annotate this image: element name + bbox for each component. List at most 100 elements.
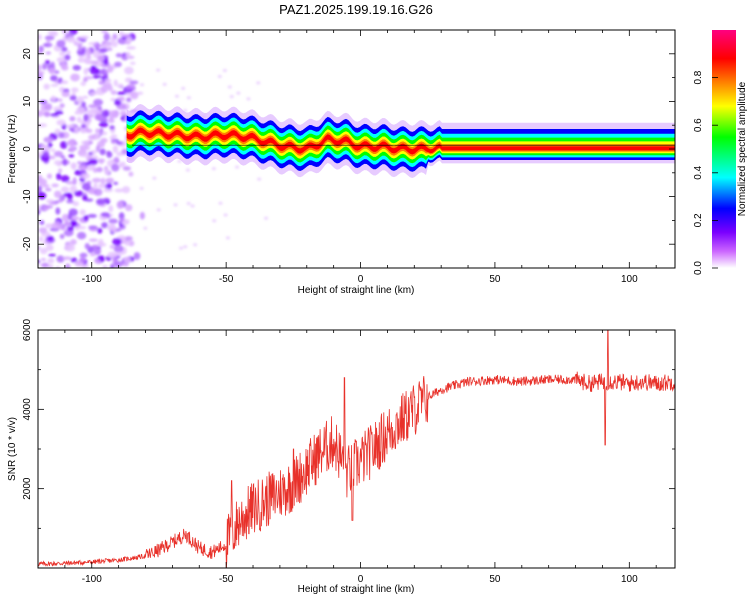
noise-blob: [61, 46, 68, 52]
noise-blob: [46, 173, 53, 179]
spectrogram-y-tick-label: -10: [22, 189, 33, 204]
noise-blob: [50, 75, 58, 82]
noise-blob: [116, 91, 127, 96]
noise-blob: [97, 105, 102, 111]
noise-blob: [112, 238, 122, 246]
noise-blob: [103, 69, 109, 74]
noise-blob: [80, 81, 87, 87]
noise-blob: [46, 236, 54, 242]
noise-blob: [104, 78, 112, 84]
noise-blob: [66, 50, 71, 55]
noise-blob: [103, 188, 114, 193]
noise-blob: [77, 44, 82, 52]
spectrogram-x-tick-label: 0: [358, 274, 364, 285]
noise-blob: [56, 224, 64, 230]
snr-x-tick-label: 0: [358, 574, 364, 585]
noise-blob: [91, 177, 102, 183]
noise-blob: [114, 188, 124, 193]
noise-blob: [121, 33, 131, 38]
noise-blob: [111, 163, 120, 172]
noise-blob: [110, 97, 116, 102]
noise-blob: [61, 91, 71, 98]
noise-blob: [76, 116, 82, 123]
noise-blob: [107, 118, 115, 124]
noise-blob: [114, 251, 124, 256]
noise-blob: [109, 136, 114, 140]
noise-blob: [110, 263, 115, 268]
snr-x-tick-label: -100: [82, 574, 102, 585]
noise-blob: [130, 91, 139, 100]
noise-blob: [179, 246, 184, 250]
noise-blob: [101, 110, 109, 118]
spectrogram-y-tick-label: 20: [22, 48, 33, 60]
noise-blob: [69, 185, 78, 194]
noise-blob: [222, 68, 227, 72]
noise-blob: [51, 183, 59, 188]
noise-blob: [60, 141, 68, 149]
noise-blob: [104, 167, 110, 175]
snr-y-tick-label: 4000: [22, 398, 33, 421]
noise-blob: [56, 172, 62, 181]
noise-blob: [97, 55, 105, 62]
noise-blob: [124, 240, 130, 246]
noise-blob: [44, 103, 53, 111]
noise-blob: [63, 221, 71, 227]
noise-blob: [94, 133, 100, 140]
noise-blob: [65, 243, 75, 252]
noise-blob: [38, 71, 45, 75]
noise-blob: [38, 236, 44, 242]
noise-blob: [116, 201, 124, 210]
noise-blob: [61, 213, 70, 222]
noise-blob: [43, 205, 54, 209]
noise-blob: [70, 162, 77, 170]
noise-blob: [94, 113, 103, 121]
spectrogram-y-tick-label: 0: [22, 146, 33, 152]
snr-y-tick-label: 6000: [22, 318, 33, 341]
noise-blob: [100, 137, 108, 144]
noise-blob: [236, 91, 241, 95]
noise-blob: [58, 131, 65, 139]
noise-blob: [85, 48, 92, 57]
noise-blob: [60, 80, 69, 85]
noise-blob: [41, 262, 49, 268]
noise-blob: [38, 204, 41, 211]
noise-blob: [65, 263, 71, 268]
noise-blob: [98, 159, 104, 165]
noise-blob: [70, 239, 77, 245]
noise-blob: [113, 244, 124, 253]
noise-blob: [101, 131, 108, 136]
spectrogram-x-tick-label: 50: [489, 274, 501, 285]
noise-blob: [85, 161, 92, 166]
noise-blob: [81, 123, 87, 129]
noise-blob: [38, 227, 48, 234]
noise-blob: [47, 258, 55, 264]
noise-blob: [186, 96, 191, 100]
noise-blob: [83, 113, 89, 122]
noise-blob: [72, 64, 82, 71]
colorbar-tick-label: 0.0: [693, 261, 704, 275]
noise-blob: [128, 240, 135, 247]
noise-blob: [44, 35, 55, 41]
noise-blob: [225, 236, 230, 240]
noise-blob: [44, 111, 51, 118]
noise-blob: [50, 83, 59, 87]
noise-blob: [103, 57, 109, 66]
noise-blob: [246, 97, 251, 101]
noise-blob: [42, 63, 47, 70]
noise-blob: [109, 244, 115, 249]
noise-blob: [47, 142, 53, 148]
noise-blob: [48, 67, 56, 75]
noise-blob: [105, 177, 115, 184]
snr-y-tick-label: 2000: [22, 477, 33, 500]
colorbar-tick-label: 0.6: [693, 118, 704, 132]
noise-blob: [95, 145, 101, 153]
noise-blob: [103, 33, 110, 41]
noise-blob: [177, 159, 182, 163]
noise-blob: [56, 119, 66, 126]
noise-blob: [227, 85, 232, 89]
noise-blob: [70, 220, 78, 228]
noise-blob: [102, 42, 112, 50]
noise-blob: [68, 154, 75, 158]
noise-blob: [59, 51, 66, 57]
